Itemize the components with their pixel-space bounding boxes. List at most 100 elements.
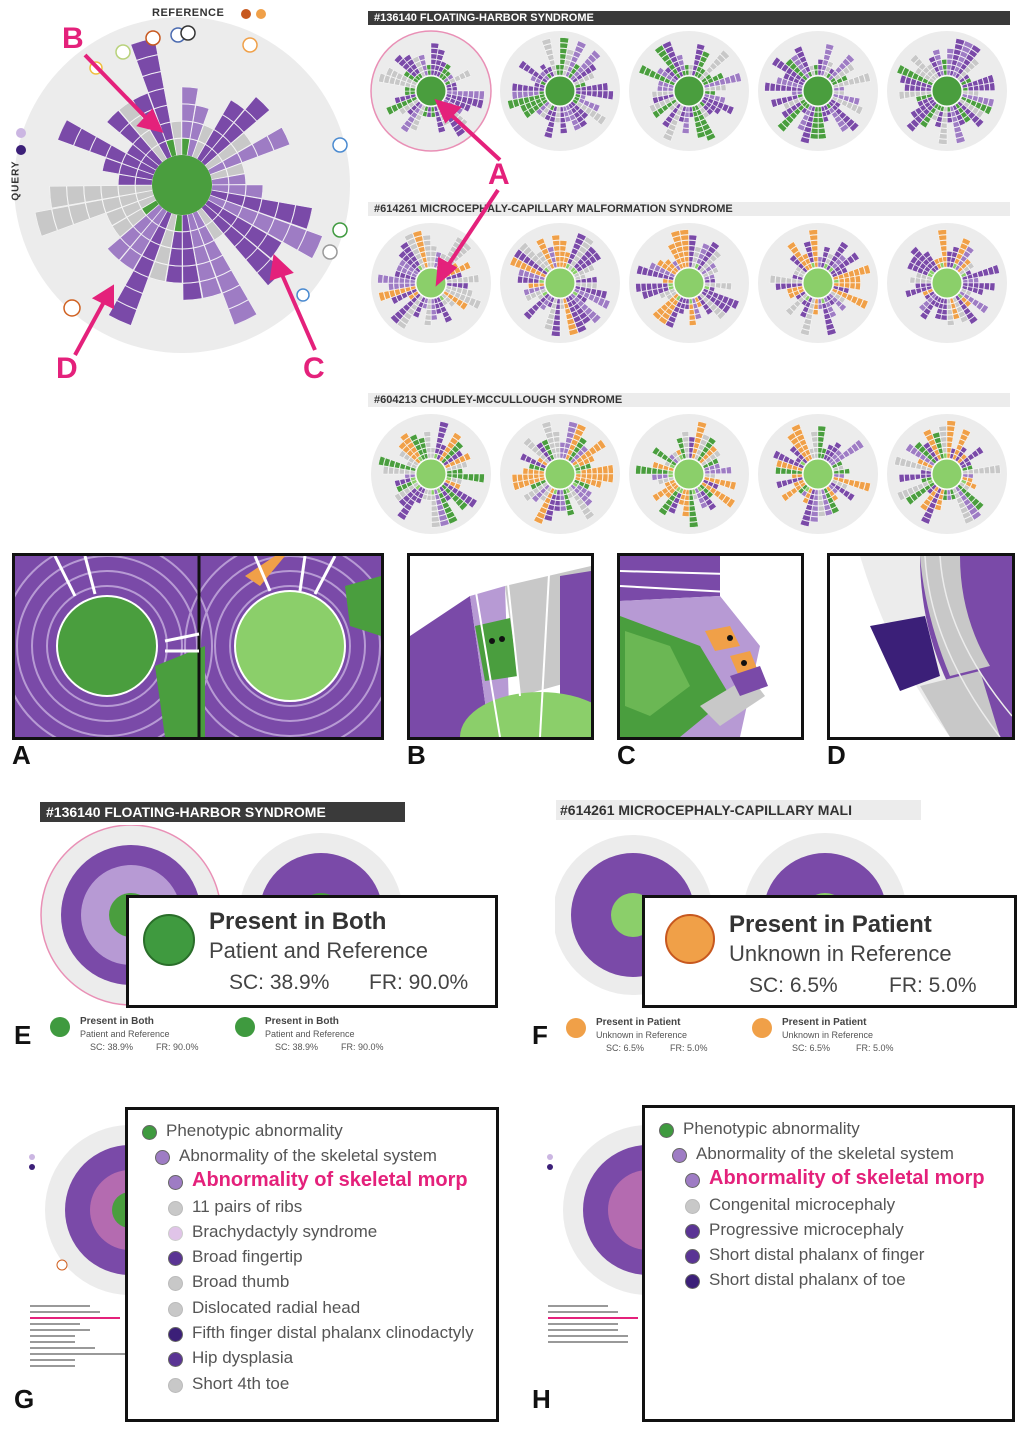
sunburst-segment[interactable] bbox=[518, 242, 529, 253]
sunburst-segment[interactable] bbox=[679, 256, 686, 264]
sunburst-segment[interactable] bbox=[931, 114, 939, 122]
sunburst-segment[interactable] bbox=[926, 63, 934, 71]
sunburst-segment[interactable] bbox=[543, 131, 553, 139]
sunburst-segment[interactable] bbox=[438, 449, 445, 456]
sunburst-segment[interactable] bbox=[688, 245, 696, 252]
sunburst-segment[interactable] bbox=[932, 431, 941, 439]
sunburst-segment[interactable] bbox=[793, 449, 801, 458]
sunburst-segment[interactable] bbox=[652, 310, 662, 321]
sunburst-segment[interactable] bbox=[956, 496, 964, 504]
sunburst-segment[interactable] bbox=[388, 76, 396, 85]
sunburst-segment[interactable] bbox=[388, 459, 396, 468]
sunburst-segment[interactable] bbox=[394, 78, 401, 86]
sunburst-segment[interactable] bbox=[933, 449, 940, 456]
sunburst-segment[interactable] bbox=[977, 270, 984, 278]
sunburst-segment[interactable] bbox=[541, 38, 552, 46]
sunburst-segment[interactable] bbox=[946, 48, 955, 55]
sunburst-segment[interactable] bbox=[785, 307, 795, 316]
sunburst-segment[interactable] bbox=[431, 309, 437, 315]
sunburst-segment[interactable] bbox=[973, 468, 979, 474]
sunburst-segment[interactable] bbox=[543, 299, 550, 307]
sunburst-segment[interactable] bbox=[920, 91, 927, 96]
sunburst-segment[interactable] bbox=[430, 447, 436, 454]
sunburst-segment[interactable] bbox=[596, 83, 603, 91]
sunburst-segment[interactable] bbox=[457, 468, 463, 474]
sunburst-segment[interactable] bbox=[584, 462, 592, 470]
sunburst-segment[interactable] bbox=[841, 291, 849, 299]
sunburst-segment[interactable] bbox=[678, 308, 685, 315]
sunburst-segment[interactable] bbox=[805, 246, 813, 253]
sunburst-segment[interactable] bbox=[447, 449, 456, 457]
sunburst-segment[interactable] bbox=[555, 64, 560, 71]
sunburst-segment[interactable] bbox=[421, 256, 428, 264]
sunburst-segment[interactable] bbox=[466, 97, 474, 106]
sunburst-segment[interactable] bbox=[592, 442, 602, 453]
sunburst-segment[interactable] bbox=[664, 481, 671, 488]
sunburst-segment[interactable] bbox=[523, 479, 530, 487]
sunburst-segment[interactable] bbox=[822, 251, 829, 258]
sunburst-segment[interactable] bbox=[404, 91, 411, 96]
sunburst-segment[interactable] bbox=[664, 460, 671, 467]
sunburst-segment[interactable] bbox=[709, 469, 716, 474]
sunburst-segment[interactable] bbox=[414, 61, 422, 69]
sunburst-segment[interactable] bbox=[858, 74, 866, 84]
sunburst-segment[interactable] bbox=[579, 94, 587, 100]
sunburst-segment[interactable] bbox=[973, 90, 979, 97]
sunburst-segment[interactable] bbox=[688, 256, 694, 263]
sunburst-segment[interactable] bbox=[656, 307, 666, 316]
sunburst-segment[interactable] bbox=[966, 273, 974, 280]
sunburst-segment[interactable] bbox=[576, 66, 585, 74]
sunburst-segment[interactable] bbox=[709, 262, 717, 270]
sunburst-segment[interactable] bbox=[398, 450, 407, 459]
sunburst-segment[interactable] bbox=[930, 299, 937, 307]
sunburst-segment[interactable] bbox=[702, 255, 710, 263]
sunburst-segment[interactable] bbox=[580, 62, 589, 71]
sunburst-segment[interactable] bbox=[831, 494, 839, 502]
sunburst-segment[interactable] bbox=[576, 484, 584, 491]
sunburst-segment[interactable] bbox=[775, 283, 782, 291]
sunburst-segment[interactable] bbox=[914, 441, 923, 451]
sunburst-segment[interactable] bbox=[393, 283, 400, 290]
sunburst-segment[interactable] bbox=[936, 116, 943, 123]
sunburst-segment[interactable] bbox=[670, 55, 678, 64]
sunburst-segment[interactable] bbox=[775, 97, 783, 106]
sunburst-segment[interactable] bbox=[399, 241, 410, 251]
sunburst-segment[interactable] bbox=[713, 306, 722, 316]
sunburst-segment[interactable] bbox=[390, 295, 399, 305]
sunburst-segment[interactable] bbox=[580, 254, 589, 263]
sunburst-segment[interactable] bbox=[955, 443, 963, 451]
sunburst-segment[interactable] bbox=[688, 251, 695, 257]
sunburst-segment[interactable] bbox=[823, 504, 831, 511]
sunburst-segment[interactable] bbox=[443, 506, 453, 515]
sunburst-segment[interactable] bbox=[461, 96, 468, 104]
sunburst-segment[interactable] bbox=[572, 50, 582, 59]
sunburst-segment[interactable] bbox=[855, 105, 864, 115]
sunburst-segment[interactable] bbox=[83, 185, 103, 203]
sunburst-segment[interactable] bbox=[712, 99, 720, 107]
sunburst-segment[interactable] bbox=[939, 240, 947, 247]
sunburst-segment[interactable] bbox=[808, 256, 815, 264]
sunburst-segment[interactable] bbox=[576, 423, 587, 432]
sunburst-segment[interactable] bbox=[919, 119, 929, 129]
sunburst-segment[interactable] bbox=[838, 487, 846, 495]
sunburst-segment[interactable] bbox=[694, 437, 702, 444]
sunburst-segment[interactable] bbox=[795, 484, 802, 492]
sunburst-segment[interactable] bbox=[716, 72, 725, 80]
sunburst-segment[interactable] bbox=[547, 54, 555, 61]
sunburst-segment[interactable] bbox=[437, 509, 446, 517]
sunburst-segment[interactable] bbox=[926, 494, 934, 502]
sunburst-segment[interactable] bbox=[446, 441, 455, 450]
sunburst-segment[interactable] bbox=[860, 299, 869, 310]
sunburst-segment[interactable] bbox=[523, 109, 532, 119]
sunburst-segment[interactable] bbox=[668, 70, 676, 78]
sunburst-segment[interactable] bbox=[786, 85, 792, 92]
sunburst-segment[interactable] bbox=[914, 115, 924, 124]
sunburst-segment[interactable] bbox=[665, 307, 674, 316]
sunburst-segment[interactable] bbox=[564, 251, 571, 258]
sunburst-segment[interactable] bbox=[850, 251, 860, 262]
sunburst-segment[interactable] bbox=[698, 496, 706, 504]
sunburst-segment[interactable] bbox=[813, 111, 819, 118]
sunburst-segment[interactable] bbox=[565, 504, 573, 511]
sunburst-segment[interactable] bbox=[667, 90, 674, 95]
sunburst-segment[interactable] bbox=[818, 117, 824, 123]
